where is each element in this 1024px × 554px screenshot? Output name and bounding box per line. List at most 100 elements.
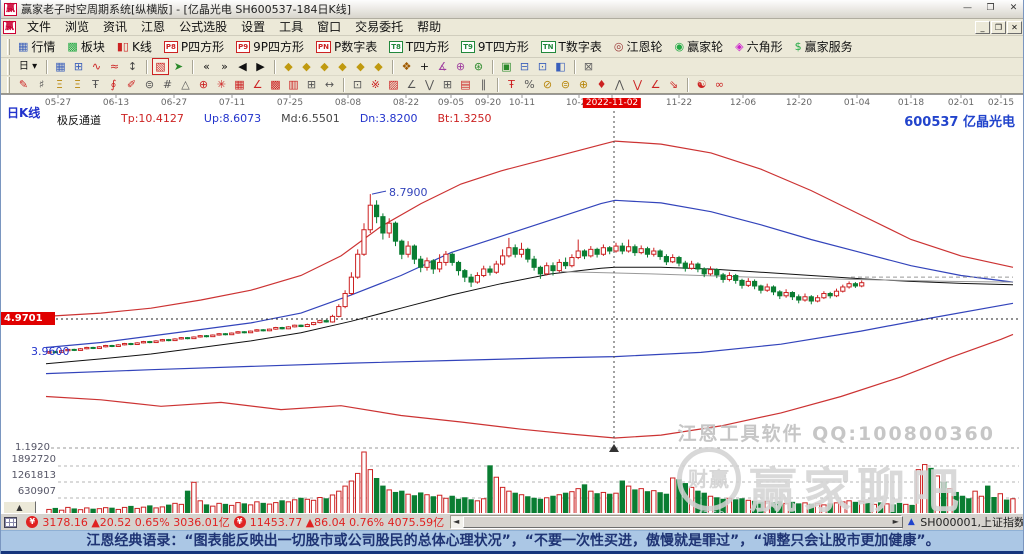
gann-diamond-4-icon[interactable]: ◆ <box>338 60 347 73</box>
badge-icon[interactable]: ⊛ <box>473 60 484 73</box>
angle-line-icon[interactable]: ∠ <box>406 78 417 91</box>
menu-设置[interactable]: 设置 <box>241 20 266 34</box>
speed-line-icon[interactable]: ∠ <box>252 78 263 91</box>
kline-style-icon[interactable]: ▧ <box>152 58 169 75</box>
9t-square-button[interactable]: T9 9T四方形 <box>461 40 529 54</box>
yinyang-icon[interactable]: ☯ <box>696 78 707 91</box>
gann-diamond-5-icon[interactable]: ◆ <box>356 60 365 73</box>
flag-icon[interactable]: ➤ <box>173 60 184 73</box>
kline-button[interactable]: ▮▯ K线 <box>116 39 152 55</box>
coin-icon[interactable]: ⊜ <box>560 78 571 91</box>
marker-pen-icon[interactable]: ✐ <box>126 78 137 91</box>
gann-diamond-3-icon[interactable]: ◆ <box>320 60 329 73</box>
hatch-box-icon[interactable]: ▤ <box>460 78 471 91</box>
truck-icon[interactable]: ⊠ <box>583 60 594 73</box>
sectors-button[interactable]: ▩ 板块 <box>67 39 105 55</box>
diamond-ink-icon[interactable]: ♦ <box>596 78 607 91</box>
scroll-left-icon[interactable]: ◄ <box>453 517 460 526</box>
gann-diamond-2-icon[interactable]: ◆ <box>302 60 311 73</box>
menu-帮助[interactable]: 帮助 <box>417 20 442 34</box>
t-square-button[interactable]: T8 T四方形 <box>389 40 450 54</box>
target-red-icon[interactable]: ⊕ <box>198 78 209 91</box>
first-page-icon[interactable]: « <box>203 60 210 73</box>
chart-window-icon[interactable]: ▦ <box>55 60 66 73</box>
spiral-tool-icon[interactable]: ∮ <box>110 78 117 91</box>
percent-circle-icon[interactable]: ⊘ <box>542 78 553 91</box>
pencil-tool-icon[interactable]: ✎ <box>18 78 29 91</box>
save-icon[interactable]: ◧ <box>555 60 566 73</box>
triangle-tool-icon[interactable]: △ <box>181 78 190 91</box>
time-ruler-icon[interactable]: Ŧ <box>92 78 99 91</box>
horizontal-scrollbar[interactable]: ◄ ► <box>450 515 904 529</box>
check-line-icon[interactable]: ⋁ <box>424 78 435 91</box>
structure-tool-icon[interactable]: Ŧ <box>508 78 515 91</box>
infinity-icon[interactable]: ∞ <box>714 78 725 91</box>
box-select-icon[interactable]: ⊡ <box>352 78 363 91</box>
table-tool-icon[interactable]: ⊞ <box>442 78 453 91</box>
calculator-icon[interactable]: ⊟ <box>519 60 530 73</box>
rays-icon[interactable]: ※ <box>370 78 381 91</box>
gann-diamond-1-icon[interactable]: ◆ <box>284 60 293 73</box>
coin2-icon[interactable]: ⊕ <box>578 78 589 91</box>
cycle-circle-icon[interactable]: ⊜ <box>144 78 155 91</box>
menu-文件[interactable]: 文件 <box>27 20 52 34</box>
menu-浏览[interactable]: 浏览 <box>65 20 90 34</box>
quote-grid-icon[interactable] <box>4 516 18 528</box>
square-grid-icon[interactable]: ▦ <box>234 78 245 91</box>
hand-tool-icon[interactable]: ❖ <box>401 60 412 73</box>
gann-diamond-6-icon[interactable]: ◆ <box>374 60 383 73</box>
width-arrows-icon[interactable]: ↔ <box>324 78 335 91</box>
p-table-button[interactable]: PN P数字表 <box>315 40 378 54</box>
close-button[interactable]: ✕ <box>1009 2 1018 13</box>
down-wedge-icon[interactable]: ⋁ <box>632 78 643 91</box>
burst-icon[interactable]: ✳ <box>216 78 227 91</box>
calendar-icon[interactable]: ▣ <box>501 60 512 73</box>
mdi-minimize-button[interactable]: _ <box>975 21 990 34</box>
index-values-1[interactable]: 11453.77 ▲86.04 0.76% 4075.59亿 <box>249 516 445 529</box>
pagoda-icon[interactable]: ▩ <box>270 78 281 91</box>
9p-square-button[interactable]: P9 9P四方形 <box>236 40 304 54</box>
next-page-icon[interactable]: ▶ <box>256 60 265 73</box>
scroll-right-icon[interactable]: ► <box>892 517 899 526</box>
up-wedge-icon[interactable]: ⋀ <box>614 78 625 91</box>
hexagon-button[interactable]: ◈ 六角形 <box>735 39 783 55</box>
matrix-icon[interactable]: ⊞ <box>306 78 317 91</box>
menu-工具[interactable]: 工具 <box>279 20 304 34</box>
ruler-tool-icon[interactable]: ♯ <box>38 78 45 91</box>
kline-chart[interactable] <box>1 95 1024 514</box>
updown-icon[interactable]: ↕ <box>127 60 138 73</box>
golden-section-icon[interactable]: Ξ <box>56 78 63 91</box>
mdi-close-button[interactable]: ✕ <box>1007 21 1022 34</box>
crosshair-tool-icon[interactable]: + <box>419 60 430 73</box>
fort-icon[interactable]: ▥ <box>288 78 299 91</box>
zigzag-icon[interactable]: ∿ <box>91 60 102 73</box>
quote-board-icon[interactable]: ⊞ <box>73 60 84 73</box>
wheel-small-icon[interactable]: ⊕ <box>455 60 466 73</box>
gann-fan-icon[interactable]: ∠ <box>650 78 661 91</box>
gann-wheel-button[interactable]: ◎ 江恩轮 <box>613 39 663 55</box>
prev-page-icon[interactable]: ◀ <box>238 60 247 73</box>
t-table-button[interactable]: TN T数字表 <box>540 40 602 54</box>
current-index-label[interactable]: SH000001,上证指数 <box>920 516 1024 529</box>
p-square-button[interactable]: P8 P四方形 <box>163 40 225 54</box>
zigzag2-icon[interactable]: ≈ <box>109 60 120 73</box>
menu-江恩[interactable]: 江恩 <box>141 20 166 34</box>
winner-service-button[interactable]: $ 赢家服务 <box>794 39 853 55</box>
minimize-button[interactable]: — <box>963 2 972 13</box>
menu-资讯[interactable]: 资讯 <box>103 20 128 34</box>
menu-窗口[interactable]: 窗口 <box>317 20 342 34</box>
quotes-button[interactable]: ▦ 行情 <box>18 39 56 55</box>
measure-tool-icon[interactable]: ∡ <box>437 60 448 73</box>
last-page-icon[interactable]: » <box>221 60 228 73</box>
menu-交易委托[interactable]: 交易委托 <box>355 20 404 34</box>
mdi-restore-button[interactable]: ❐ <box>991 21 1006 34</box>
period-day-dropdown[interactable]: 日 ▾ <box>18 61 38 72</box>
grid-ruler-icon[interactable]: # <box>162 78 173 91</box>
maximize-button[interactable]: ❐ <box>986 2 995 13</box>
shaded-box-icon[interactable]: ▨ <box>388 78 399 91</box>
percent-icon[interactable]: % <box>524 78 535 91</box>
scrollbar-thumb[interactable] <box>463 516 904 528</box>
shift-icon[interactable]: ⇘ <box>668 78 679 91</box>
period-tab-label[interactable]: 日K线 <box>7 106 41 120</box>
slash-lines-icon[interactable]: ∥ <box>480 78 487 91</box>
